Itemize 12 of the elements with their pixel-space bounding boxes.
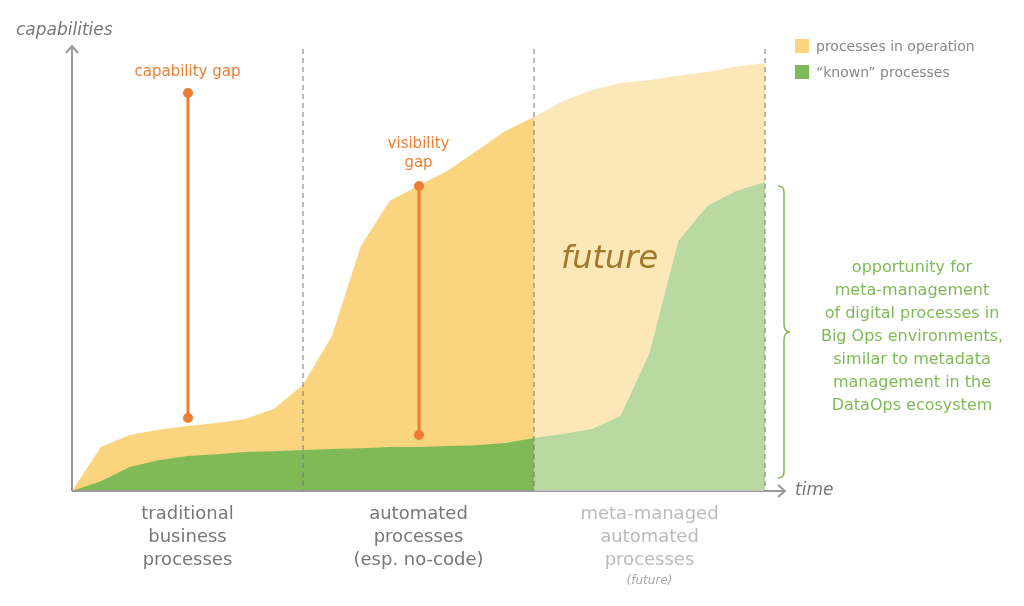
text: traditional business processes [140,501,235,570]
legend-label: processes in operation [816,38,975,54]
annotation: capability gap [133,62,242,80]
x-axis-title: time [795,479,834,500]
text: opportunity for meta-management of digital processes in Big Ops environments, similar to metadata management in the DataOps ecosystem [819,256,1005,416]
legend-label: “known” processes [816,64,950,80]
text: meta-managed automated processes [579,501,720,570]
y-axis-title: capabilities [16,19,113,40]
text: automated processes (esp. no-code) [352,501,485,570]
text: (future) [625,573,674,587]
annotation: visibility gap [386,134,451,172]
annotation: future [559,238,660,276]
